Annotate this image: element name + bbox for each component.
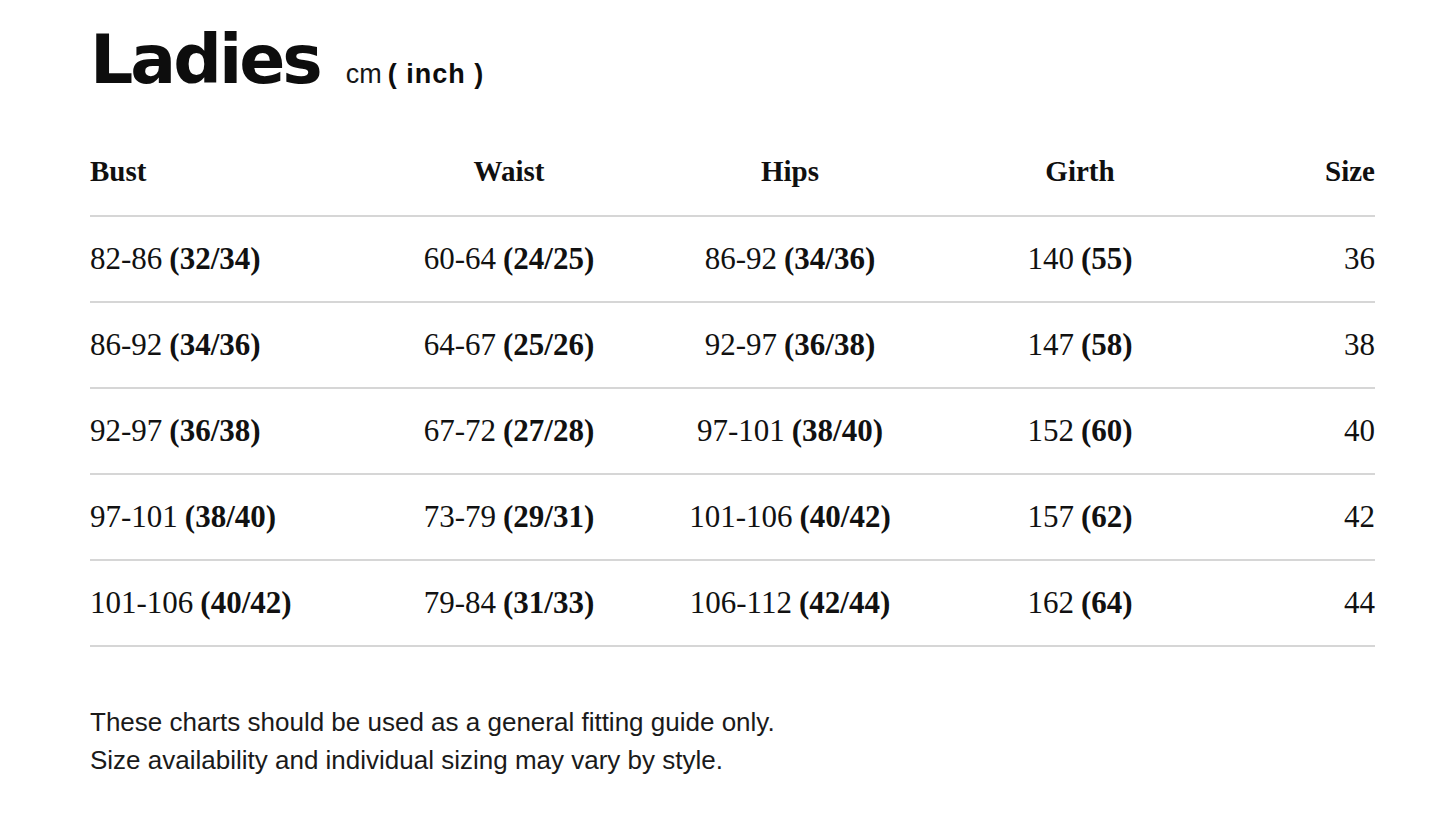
- table-row: 92-97(36/38) 67-72(27/28) 97-101(38/40) …: [90, 389, 1375, 475]
- waist-cm-value: 73-79: [424, 499, 496, 534]
- cell-waist: 73-79(29/31): [384, 499, 634, 535]
- cell-bust: 82-86(32/34): [90, 241, 384, 277]
- cell-hips: 86-92(34/36): [634, 241, 946, 277]
- cell-size: 44: [1214, 585, 1375, 621]
- table-row: 86-92(34/36) 64-67(25/26) 92-97(36/38) 1…: [90, 303, 1375, 389]
- units-label: cm( inch ): [346, 59, 485, 90]
- unit-cm-label: cm: [346, 59, 382, 89]
- hips-inch-value: (36/38): [784, 327, 875, 362]
- girth-inch-value: (64): [1081, 585, 1133, 620]
- bust-inch-value: (36/38): [169, 413, 260, 448]
- cell-hips: 92-97(36/38): [634, 327, 946, 363]
- page-header: Ladies cm( inch ): [90, 24, 1375, 95]
- waist-cm-value: 79-84: [424, 585, 496, 620]
- cell-hips: 101-106(40/42): [634, 499, 946, 535]
- column-header-bust: Bust: [90, 155, 384, 188]
- waist-cm-value: 64-67: [424, 327, 496, 362]
- waist-inch-value: (25/26): [503, 327, 594, 362]
- waist-inch-value: (27/28): [503, 413, 594, 448]
- girth-inch-value: (58): [1081, 327, 1133, 362]
- girth-cm-value: 152: [1027, 413, 1074, 448]
- bust-inch-value: (32/34): [169, 241, 260, 276]
- hips-cm-value: 101-106: [689, 499, 792, 534]
- hips-inch-value: (40/42): [800, 499, 891, 534]
- bust-cm-value: 101-106: [90, 585, 193, 620]
- bust-cm-value: 92-97: [90, 413, 162, 448]
- hips-cm-value: 86-92: [705, 241, 777, 276]
- column-header-waist: Waist: [384, 155, 634, 188]
- hips-cm-value: 97-101: [697, 413, 785, 448]
- bust-inch-value: (40/42): [200, 585, 291, 620]
- cell-bust: 97-101(38/40): [90, 499, 384, 535]
- cell-girth: 162(64): [946, 585, 1214, 621]
- cell-size: 42: [1214, 499, 1375, 535]
- waist-inch-value: (29/31): [503, 499, 594, 534]
- page-title: Ladies: [90, 24, 320, 95]
- disclaimer-line-2: Size availability and individual sizing …: [90, 741, 1375, 779]
- cell-hips: 97-101(38/40): [634, 413, 946, 449]
- hips-inch-value: (38/40): [792, 413, 883, 448]
- bust-inch-value: (38/40): [185, 499, 276, 534]
- cell-waist: 79-84(31/33): [384, 585, 634, 621]
- column-header-hips: Hips: [634, 155, 946, 188]
- girth-inch-value: (55): [1081, 241, 1133, 276]
- size-table: Bust Waist Hips Girth Size 82-86(32/34) …: [90, 155, 1375, 647]
- cell-girth: 140(55): [946, 241, 1214, 277]
- girth-cm-value: 140: [1027, 241, 1074, 276]
- column-header-girth: Girth: [946, 155, 1214, 188]
- bust-cm-value: 86-92: [90, 327, 162, 362]
- table-row: 101-106(40/42) 79-84(31/33) 106-112(42/4…: [90, 561, 1375, 647]
- cell-bust: 86-92(34/36): [90, 327, 384, 363]
- hips-inch-value: (42/44): [799, 585, 890, 620]
- table-header-row: Bust Waist Hips Girth Size: [90, 155, 1375, 217]
- unit-inch-label: ( inch ): [388, 59, 485, 89]
- bust-cm-value: 82-86: [90, 241, 162, 276]
- cell-bust: 101-106(40/42): [90, 585, 384, 621]
- cell-girth: 147(58): [946, 327, 1214, 363]
- cell-waist: 60-64(24/25): [384, 241, 634, 277]
- bust-cm-value: 97-101: [90, 499, 178, 534]
- girth-cm-value: 162: [1027, 585, 1074, 620]
- cell-waist: 64-67(25/26): [384, 327, 634, 363]
- waist-cm-value: 60-64: [424, 241, 496, 276]
- cell-size: 38: [1214, 327, 1375, 363]
- cell-waist: 67-72(27/28): [384, 413, 634, 449]
- table-row: 97-101(38/40) 73-79(29/31) 101-106(40/42…: [90, 475, 1375, 561]
- hips-cm-value: 106-112: [690, 585, 792, 620]
- cell-hips: 106-112(42/44): [634, 585, 946, 621]
- girth-cm-value: 147: [1027, 327, 1074, 362]
- waist-inch-value: (24/25): [503, 241, 594, 276]
- cell-size: 36: [1214, 241, 1375, 277]
- cell-girth: 157(62): [946, 499, 1214, 535]
- size-guide-page: Ladies cm( inch ) Bust Waist Hips Girth …: [0, 0, 1445, 779]
- girth-inch-value: (62): [1081, 499, 1133, 534]
- cell-girth: 152(60): [946, 413, 1214, 449]
- girth-cm-value: 157: [1027, 499, 1074, 534]
- column-header-size: Size: [1214, 155, 1375, 188]
- disclaimer: These charts should be used as a general…: [90, 703, 1375, 779]
- girth-inch-value: (60): [1081, 413, 1133, 448]
- waist-inch-value: (31/33): [503, 585, 594, 620]
- waist-cm-value: 67-72: [424, 413, 496, 448]
- bust-inch-value: (34/36): [169, 327, 260, 362]
- disclaimer-line-1: These charts should be used as a general…: [90, 703, 1375, 741]
- cell-size: 40: [1214, 413, 1375, 449]
- cell-bust: 92-97(36/38): [90, 413, 384, 449]
- hips-inch-value: (34/36): [784, 241, 875, 276]
- hips-cm-value: 92-97: [705, 327, 777, 362]
- table-row: 82-86(32/34) 60-64(24/25) 86-92(34/36) 1…: [90, 217, 1375, 303]
